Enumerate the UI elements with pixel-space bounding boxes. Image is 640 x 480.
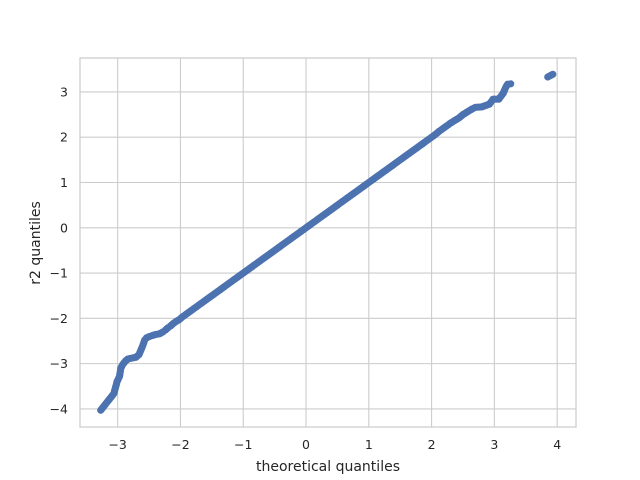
x-tick-label: 0 [302, 437, 310, 452]
y-tick-label: 2 [60, 130, 68, 145]
y-axis-label: r2 quantiles [28, 201, 44, 285]
x-tick-label: −1 [234, 437, 252, 452]
y-tick-label: 3 [60, 84, 68, 99]
data-point [547, 71, 555, 79]
y-tick-label: −1 [50, 266, 68, 281]
y-tick-label: 0 [60, 220, 68, 235]
y-tick-label: −4 [50, 401, 68, 416]
x-tick-labels: −3 −2 −1 0 1 2 3 4 [108, 437, 561, 452]
y-tick-label: −3 [50, 356, 68, 371]
x-tick-label: 1 [365, 437, 373, 452]
y-tick-label: −2 [50, 311, 68, 326]
grid-lines [80, 58, 576, 427]
x-tick-label: 4 [553, 437, 561, 452]
data-point [140, 338, 148, 346]
data-point [503, 82, 511, 90]
y-tick-label: 1 [60, 175, 68, 190]
data-point [163, 325, 171, 333]
data-point [157, 329, 165, 337]
x-axis-label: theoretical quantiles [256, 459, 400, 475]
x-tick-label: 3 [490, 437, 498, 452]
x-tick-label: −3 [108, 437, 126, 452]
data-point [144, 333, 152, 341]
plot-frame [79, 57, 577, 428]
x-tick-label: 2 [428, 437, 436, 452]
data-points [97, 70, 557, 414]
x-tick-label: −2 [171, 437, 189, 452]
y-tick-labels: −4 −3 −2 −1 0 1 2 3 [50, 84, 68, 416]
